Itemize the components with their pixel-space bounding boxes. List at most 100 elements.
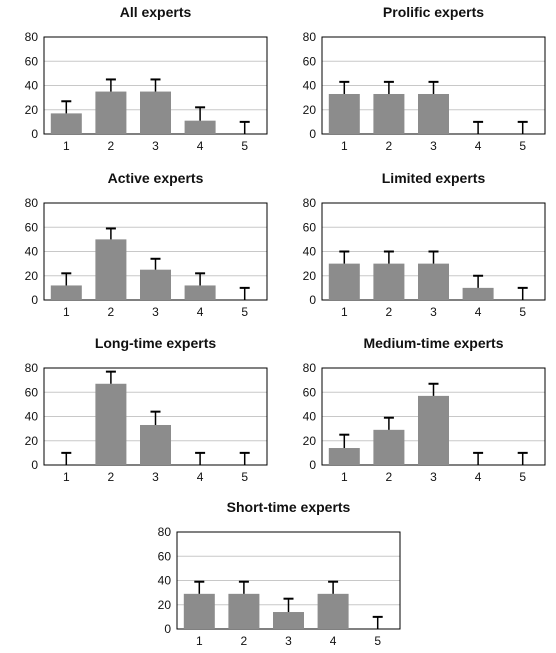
y-tick-label: 0 (31, 127, 38, 141)
x-tick-label: 5 (241, 305, 248, 319)
chart-panel: All experts 0 20 40 60 80 1 2 3 4 5 (25, 4, 268, 153)
bar (184, 120, 216, 134)
chart-panel: Active experts 0 20 40 60 80 1 2 3 4 5 (25, 170, 268, 319)
chart-title: Long-time experts (95, 335, 217, 351)
x-tick-label: 4 (475, 470, 482, 484)
y-tick-label: 40 (303, 410, 317, 424)
y-tick-label: 40 (303, 79, 317, 93)
x-tick-label: 5 (519, 470, 526, 484)
x-tick-label: 3 (152, 470, 159, 484)
x-tick-label: 2 (386, 470, 393, 484)
chart-title: Short-time experts (227, 499, 351, 515)
bar (95, 239, 127, 300)
bar (328, 263, 360, 300)
bar (373, 263, 405, 300)
x-tick-label: 3 (152, 139, 159, 153)
x-tick-label: 4 (197, 305, 204, 319)
x-tick-label: 5 (374, 634, 381, 648)
x-tick-label: 3 (152, 305, 159, 319)
y-tick-label: 20 (158, 598, 172, 612)
y-tick-label: 60 (25, 220, 39, 234)
bar (373, 429, 405, 465)
bar (50, 113, 82, 134)
y-tick-label: 20 (25, 103, 39, 117)
bar (273, 612, 304, 629)
y-tick-label: 60 (303, 385, 317, 399)
x-tick-label: 2 (108, 305, 115, 319)
x-tick-label: 1 (63, 470, 70, 484)
y-tick-label: 0 (309, 458, 316, 472)
x-tick-label: 1 (341, 305, 348, 319)
y-tick-label: 80 (303, 196, 317, 210)
bar (140, 91, 171, 134)
chart-title: Active experts (108, 170, 204, 186)
y-tick-label: 80 (25, 30, 39, 44)
y-tick-label: 80 (303, 30, 317, 44)
y-tick-label: 80 (303, 361, 317, 375)
x-tick-label: 2 (386, 305, 393, 319)
y-tick-label: 80 (25, 361, 39, 375)
y-tick-label: 20 (25, 269, 39, 283)
y-tick-label: 40 (158, 574, 172, 588)
y-tick-label: 20 (25, 434, 39, 448)
x-tick-label: 1 (63, 139, 70, 153)
chart-title: Prolific experts (383, 4, 484, 20)
x-tick-label: 1 (341, 139, 348, 153)
y-tick-label: 60 (158, 549, 172, 563)
bar (95, 91, 127, 134)
x-tick-label: 5 (241, 139, 248, 153)
bar (140, 269, 171, 300)
y-tick-label: 60 (303, 54, 317, 68)
x-tick-label: 3 (430, 470, 437, 484)
y-tick-label: 40 (303, 245, 317, 259)
x-tick-label: 2 (241, 634, 248, 648)
y-tick-label: 60 (25, 385, 39, 399)
x-tick-label: 2 (108, 139, 115, 153)
y-tick-label: 80 (25, 196, 39, 210)
bar (95, 383, 127, 465)
bar (328, 448, 360, 465)
x-tick-label: 2 (386, 139, 393, 153)
y-tick-label: 0 (164, 622, 171, 636)
y-tick-label: 0 (309, 127, 316, 141)
chart-panel: Short-time experts 0 20 40 60 80 1 2 3 4 5 (158, 499, 401, 648)
x-tick-label: 4 (475, 305, 482, 319)
x-tick-label: 3 (285, 634, 292, 648)
bar (462, 287, 494, 300)
y-tick-label: 0 (31, 458, 38, 472)
x-tick-label: 2 (108, 470, 115, 484)
y-tick-label: 0 (31, 293, 38, 307)
x-tick-label: 4 (475, 139, 482, 153)
x-tick-label: 4 (197, 139, 204, 153)
bar (183, 593, 215, 629)
y-tick-label: 40 (25, 79, 39, 93)
x-tick-label: 1 (196, 634, 203, 648)
x-tick-label: 5 (519, 139, 526, 153)
bar (317, 593, 349, 629)
bar (418, 93, 449, 134)
y-tick-label: 20 (303, 269, 317, 283)
x-tick-label: 5 (519, 305, 526, 319)
bar (418, 395, 449, 465)
y-tick-label: 20 (303, 103, 317, 117)
bar (328, 93, 360, 134)
chart-title: All experts (120, 4, 192, 20)
y-tick-label: 80 (158, 525, 172, 539)
chart-title: Medium-time experts (363, 335, 503, 351)
chart-panel: Medium-time experts 0 20 40 60 80 1 2 3 4 5 (303, 335, 546, 484)
x-tick-label: 4 (330, 634, 337, 648)
x-tick-label: 1 (63, 305, 70, 319)
y-tick-label: 20 (303, 434, 317, 448)
bar (373, 93, 405, 134)
bar (140, 424, 171, 465)
chart-panel: Long-time experts 0 20 40 60 80 1 2 3 4 5 (25, 335, 268, 484)
y-tick-label: 0 (309, 293, 316, 307)
y-tick-label: 40 (25, 245, 39, 259)
x-tick-label: 5 (241, 470, 248, 484)
bar (50, 285, 82, 300)
bar (184, 285, 216, 300)
x-tick-label: 3 (430, 305, 437, 319)
x-tick-label: 3 (430, 139, 437, 153)
y-tick-label: 60 (303, 220, 317, 234)
